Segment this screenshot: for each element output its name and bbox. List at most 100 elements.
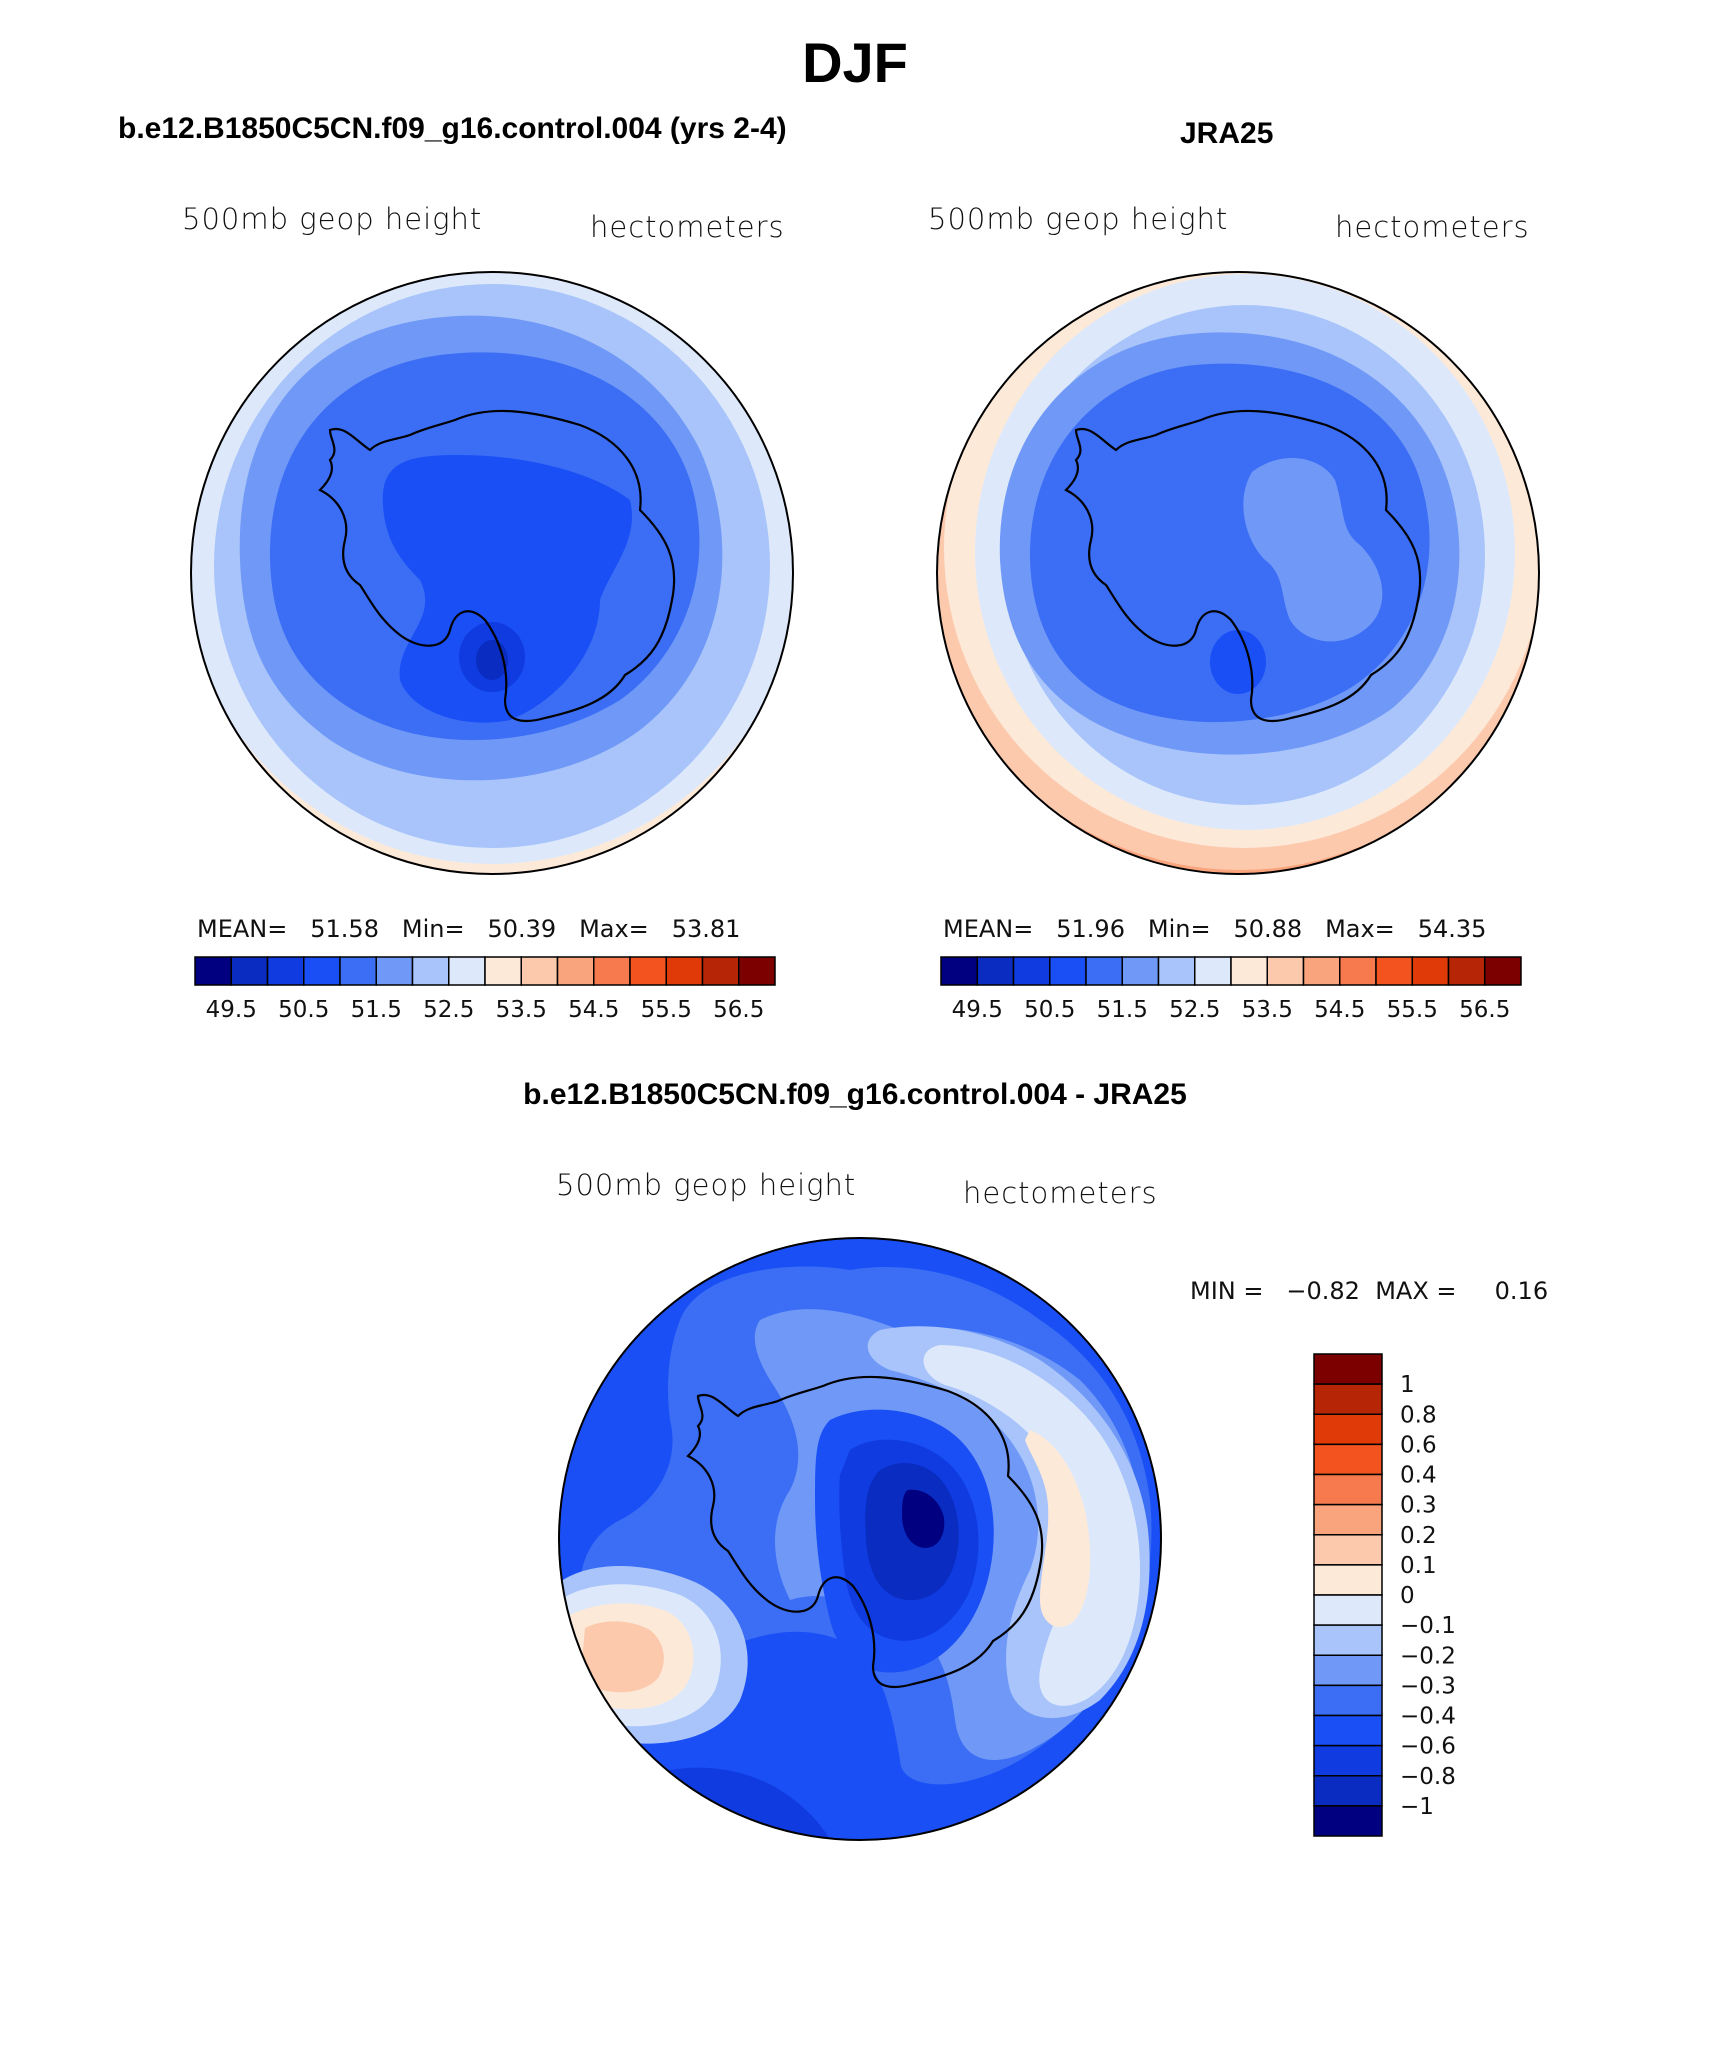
colorbar-panel2: 49.5 50.5 51.5 52.5 53.5 54.5 55.5 56.5 [940,956,1522,1023]
panel1-colorbar-box [448,956,486,986]
panel1-colorbar-tick-label: 53.5 [496,997,547,1023]
diff-colorbar-box [1313,1714,1383,1747]
diff-colorbar-box [1313,1383,1383,1415]
diff-colorbar-box [1313,1775,1383,1807]
panel2-mean-value: 51.96 [1056,915,1125,943]
colorbar-diff: 1 0.8 0.6 0.4 0.3 0.2 0.1 0 −0.1 −0.2 −0.3 −0.4 −0.6… [1313,1353,1456,1837]
diff-colorbar-tick-label: −0.8 [1400,1764,1456,1790]
panel1-colorbar-box [484,956,522,986]
panel1-colorbar-box [194,956,232,986]
diff-colorbar-tick-label: −0.1 [1400,1613,1456,1639]
diff-colorbar-tick-label: 0.4 [1400,1463,1437,1489]
diff-colorbar-box [1313,1594,1383,1626]
map1-border [190,271,794,875]
diff-colorbar-tick-label: 1 [1400,1372,1415,1398]
panel2-colorbar-box [1049,956,1087,986]
panel2-title: JRA25 [1180,117,1274,150]
figure-title: DJF [802,31,908,94]
diff-colorbar-box [1313,1473,1383,1506]
diff-colorbar-tick-label: −0.6 [1400,1734,1456,1760]
panel2-colorbar-box [1230,956,1268,986]
map2-contour-51 [1210,630,1266,694]
diff-colorbar-tick-label: 0.3 [1400,1493,1437,1519]
map3-contour-neg03-north [680,1300,753,1365]
diff-colorbar-tick-label: 0 [1400,1583,1415,1609]
panel1-colorbar-box [665,956,704,986]
map-panel2 [936,271,1540,875]
diff-colorbar-tick-label: 0.8 [1400,1402,1437,1428]
panel2-colorbar-box [1302,956,1341,986]
diff-colorbar-box [1313,1534,1383,1566]
map3-contour-pos02-west [582,1621,664,1693]
panel2-colorbar-tick-label: 52.5 [1169,997,1220,1023]
diff-colorbar-tick-label: −0.3 [1400,1673,1456,1699]
panel1-variable-label: 500mb geop height [182,202,483,236]
panel2-colorbar-tick-label: 53.5 [1242,997,1293,1023]
panel2-max-value: 54.35 [1417,915,1487,943]
panel2-variable-label: 500mb geop height [928,202,1229,236]
panel1-colorbar-box [629,956,667,986]
panel2-colorbar-tick-label: 51.5 [1097,997,1148,1023]
panel1-min-value: 50.39 [487,915,557,943]
panel1-mean-label: MEAN= [197,915,288,943]
panel1-colorbar-box [339,956,377,986]
panel1-colorbar-tick-label: 56.5 [713,997,764,1023]
panel1-colorbar-tick-label: 50.5 [278,997,329,1023]
map1-contour-51 [382,455,633,723]
panel1-colorbar-box [266,956,305,986]
panel2-colorbar-tick-label: 54.5 [1314,997,1365,1023]
panel1-max-label: Max= [579,915,649,943]
panel1-units-label: hectometers [590,210,785,244]
panel2-mean-label: MEAN= [943,915,1034,943]
panel1-colorbar-tick-label: 52.5 [423,997,474,1023]
panel2-colorbar-box [1339,956,1377,986]
map2-border [936,271,1540,875]
diff-colorbar-box [1313,1353,1383,1385]
panel1-stats: MEAN= 51.58 Min= 50.39 Max= 53.81 [197,915,740,943]
panel1-title: b.e12.B1850C5CN.f09_g16.control.004 (yrs… [118,112,787,145]
diff-colorbar-tick-label: −1 [1400,1794,1434,1820]
panel1-colorbar-box [738,956,776,986]
diff-colorbar-tick-label: −0.2 [1400,1643,1456,1669]
diff-colorbar-box [1313,1654,1383,1687]
panel2-colorbar-tick-label: 49.5 [952,997,1003,1023]
diff-colorbar-box [1313,1443,1383,1476]
panel1-colorbar-box [230,956,269,986]
map2-contour-52-center [1243,458,1383,642]
diff-max-value: 0.16 [1494,1277,1549,1305]
diff-colorbar-tick-label: −0.4 [1400,1704,1456,1730]
map3-contour-pos01-east [1025,1430,1091,1628]
map1-antarctica-coastline [318,409,676,723]
diff-colorbar-box [1313,1684,1383,1717]
diff-stats: MIN = −0.82 MAX = 0.16 [1190,1277,1548,1305]
panel1-mean-value: 51.58 [310,915,379,943]
panel2-colorbar-box [940,956,978,986]
panel2-colorbar-box [1411,956,1450,986]
panel2-colorbar-box [1447,956,1486,986]
panel2-colorbar-tick-label: 50.5 [1024,997,1075,1023]
panel2-colorbar-tick-label: 56.5 [1459,997,1510,1023]
map-panel3 [558,1237,1162,1841]
map3-border [558,1237,1162,1841]
diff-colorbar-tick-label: 0.2 [1400,1523,1437,1549]
map2-antarctica-coastline [1064,409,1422,723]
panel2-colorbar-box [1484,956,1522,986]
panel1-colorbar-tick-label: 55.5 [641,997,692,1023]
diff-colorbar-box [1313,1744,1383,1777]
panel1-colorbar-tick-label: 49.5 [206,997,257,1023]
panel2-colorbar-box [1194,956,1232,986]
diff-colorbar-box [1313,1413,1383,1446]
panel1-min-label: Min= [401,915,465,943]
map3-antarctica-coastline [686,1375,1044,1689]
diff-units-label: hectometers [963,1176,1158,1210]
panel1-colorbar-tick-label: 54.5 [568,997,619,1023]
panel2-max-label: Max= [1325,915,1395,943]
panel2-colorbar-box [1012,956,1051,986]
diff-colorbar-box [1313,1564,1383,1596]
map3-contour-zero [923,1345,1140,1706]
panel2-colorbar-box [1121,956,1160,986]
diff-min-value: −0.82 [1286,1277,1360,1305]
panel1-max-value: 53.81 [671,915,741,943]
panel1-colorbar-box [701,956,740,986]
panel1-colorbar-box [520,956,559,986]
